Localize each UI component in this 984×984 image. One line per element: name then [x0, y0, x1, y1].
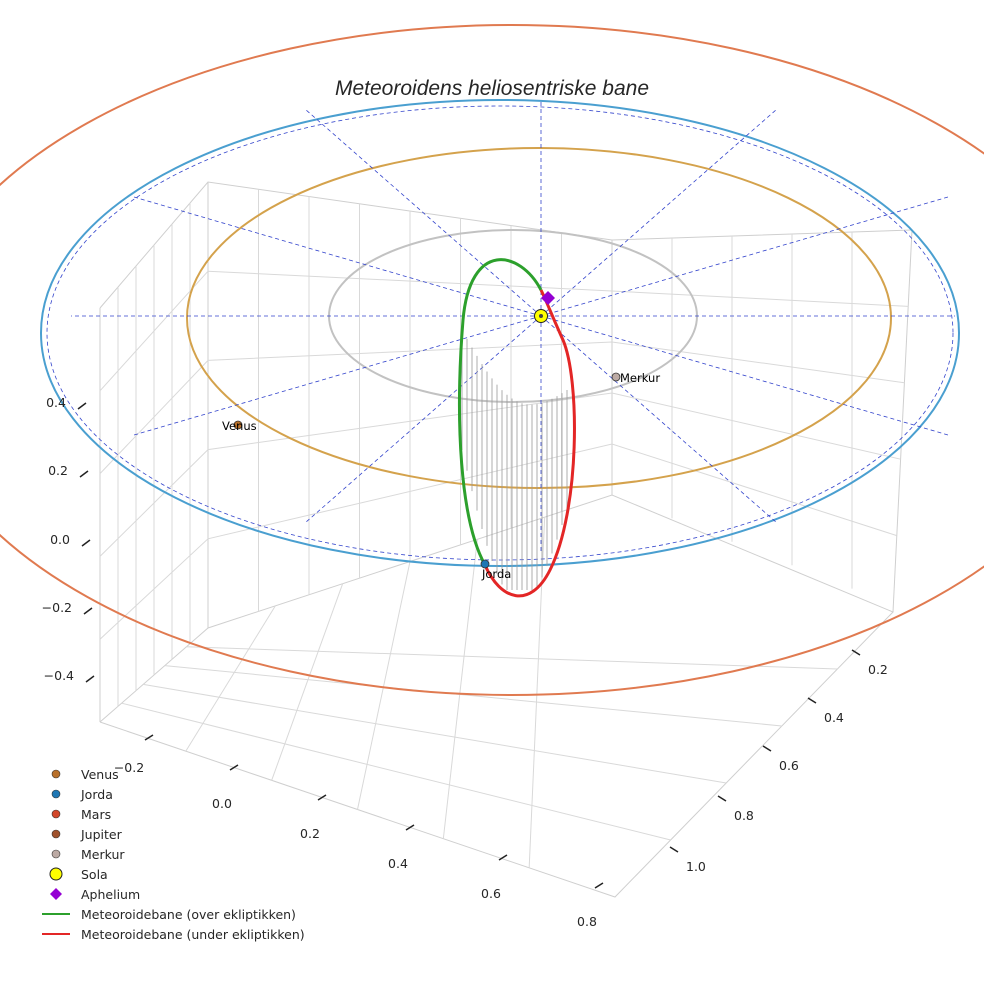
- z-tick-mark: [81, 539, 91, 547]
- y-tick-label: 0.8: [734, 808, 754, 823]
- legend-label: Merkur: [81, 847, 125, 862]
- legend-label: Meteoroidebane (under ekliptikken): [81, 927, 305, 942]
- x-tick-label: 0.6: [481, 886, 501, 901]
- mars-orbit: [0, 24, 984, 696]
- axis-ticks: −0.2 0.0 0.2 0.4 0.6 0.8 0.2 0.4 0.6 0.8 1.0 0.4 0.2…: [42, 395, 888, 929]
- ecliptic-ray: [540, 315, 777, 523]
- aphelion-marker: [541, 291, 555, 305]
- z-tick-mark: [77, 402, 87, 410]
- x-tick-label: 0.0: [212, 796, 232, 811]
- y-tick-mark: [851, 649, 861, 656]
- x-tick-label: 0.2: [300, 826, 320, 841]
- orbit-stems: [461, 330, 568, 590]
- grid-line: [99, 341, 905, 474]
- z-tick-mark: [79, 470, 89, 478]
- legend-marker: [51, 829, 61, 839]
- planet-venus: [233, 420, 243, 430]
- legend-label: Sola: [81, 867, 108, 882]
- z-tick-label: 0.4: [46, 395, 66, 410]
- floor-grid-line: [121, 702, 671, 841]
- legend-marker: [49, 867, 63, 881]
- chart-title: Meteoroidens heliosentriske bane: [335, 77, 649, 100]
- grid-line: [99, 392, 901, 557]
- legend-marker: [51, 849, 61, 859]
- planet-label-venus: Venus: [222, 419, 257, 433]
- y-tick-label: 0.6: [779, 758, 799, 773]
- ecliptic-ray: [540, 109, 777, 317]
- pane-edge: [892, 229, 913, 613]
- legend-label: Aphelium: [81, 887, 140, 902]
- legend-label: Mars: [81, 807, 111, 822]
- trajectory-below-ecliptic: [483, 289, 576, 598]
- earth-orbit: [40, 99, 960, 567]
- z-tick-label: −0.2: [42, 600, 72, 615]
- ecliptic-ray: [540, 315, 949, 436]
- meteoroid-trajectory: [458, 258, 576, 598]
- celestial-bodies: Venus Jorda Merkur: [222, 291, 660, 581]
- floor-grid-line: [143, 683, 727, 784]
- ecliptic-ray: [133, 315, 542, 436]
- floor-pane: [99, 494, 894, 898]
- y-tick-label: 1.0: [686, 859, 706, 874]
- floor-grid-line: [442, 539, 478, 839]
- legend-marker: [51, 809, 61, 819]
- y-tick-mark: [717, 795, 727, 802]
- ecliptic-ray: [305, 315, 542, 523]
- legend-marker: [51, 769, 61, 779]
- grid-line: [99, 443, 897, 640]
- x-tick-mark: [229, 764, 239, 771]
- floor-grid-line: [357, 561, 411, 810]
- planet-jorda: [480, 559, 490, 569]
- grid-line: [99, 270, 909, 392]
- x-tick-mark: [317, 794, 327, 801]
- ecliptic-reference-lines: [71, 100, 955, 554]
- ecliptic-ray: [305, 109, 542, 317]
- legend-label: Meteoroidebane (over ekliptikken): [81, 907, 296, 922]
- legend-marker: [50, 888, 62, 900]
- legend-label: Venus: [81, 767, 119, 782]
- y-tick-label: 0.4: [824, 710, 844, 725]
- planet-label-jorda: Jorda: [481, 567, 511, 581]
- x-tick-label: −0.2: [114, 760, 144, 775]
- planet-merkur: [611, 372, 621, 382]
- z-tick-label: −0.4: [44, 668, 74, 683]
- x-tick-mark: [144, 734, 154, 741]
- ecliptic-ray: [133, 196, 542, 317]
- venus-orbit: [186, 147, 892, 489]
- x-tick-label: 0.8: [577, 914, 597, 929]
- y-tick-label: 0.2: [868, 662, 888, 677]
- z-tick-mark: [83, 607, 93, 615]
- floor-grid-line: [271, 583, 344, 781]
- legend-label: Jorda: [80, 787, 113, 802]
- z-tick-label: 0.2: [48, 463, 68, 478]
- floor-grid-line: [185, 605, 276, 752]
- z-tick-mark: [85, 675, 95, 683]
- x-tick-mark: [498, 854, 508, 861]
- planet-label-merkur: Merkur: [620, 371, 660, 385]
- ecliptic-ray: [540, 196, 949, 317]
- z-tick-label: 0.0: [50, 532, 70, 547]
- floor-grid-line: [186, 646, 838, 670]
- y-tick-mark: [807, 697, 817, 704]
- legend-label: Jupiter: [80, 827, 123, 842]
- x-tick-mark: [594, 882, 604, 889]
- axis-panes: [99, 181, 913, 898]
- trajectory-above-ecliptic: [458, 258, 543, 566]
- floor-grid-line: [164, 665, 782, 727]
- x-tick-label: 0.4: [388, 856, 408, 871]
- legend: Venus Jorda Mars Jupiter Merkur Sola Aphelium M…: [42, 767, 305, 942]
- y-tick-mark: [762, 745, 772, 752]
- x-tick-mark: [405, 824, 415, 831]
- y-tick-mark: [669, 846, 679, 853]
- earth-orbit-reference: [46, 105, 954, 561]
- sun-center: [539, 314, 543, 318]
- legend-marker: [51, 789, 61, 799]
